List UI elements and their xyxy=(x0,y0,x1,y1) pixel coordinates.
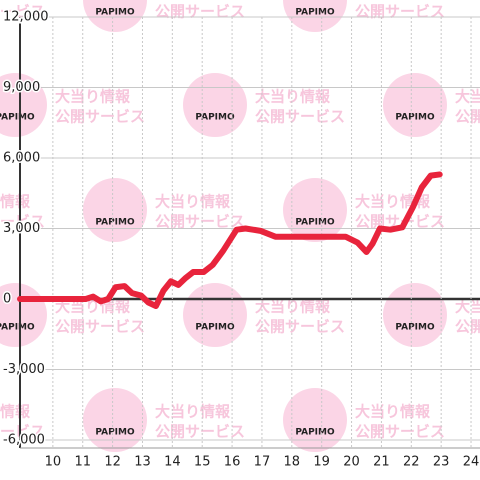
x-tick-label: 13 xyxy=(134,455,151,470)
y-tick-label: 12,000 xyxy=(3,10,49,25)
x-tick-label: 11 xyxy=(74,455,91,470)
watermark-text: 公開サービス xyxy=(255,318,345,336)
watermark-brand: PAPIMO xyxy=(395,113,435,123)
watermark-brand: PAPIMO xyxy=(195,323,235,333)
x-tick-label: 21 xyxy=(373,455,390,470)
labels: -6,000 -3,000 0 3,000 6,000 9,000 12,000 10 11 12… xyxy=(2,8,480,470)
watermark-text: 大当り情報 xyxy=(55,88,131,106)
watermark-text: 大当り情報 xyxy=(355,0,431,1)
watermark-brand: PAPIMO xyxy=(95,8,135,18)
watermarks: PAPIMO大当り情報公開サービスPAPIMO大当り情報公開サービスPAPIMO… xyxy=(0,0,480,452)
watermark-brand: PAPIMO xyxy=(195,113,235,123)
watermark-logo xyxy=(83,388,147,452)
watermark-text: 大当り情報 xyxy=(0,193,31,211)
x-tick-label: 16 xyxy=(224,455,241,470)
x-tick-label: 14 xyxy=(164,455,181,470)
watermark-text: 公開サービス xyxy=(155,213,245,231)
watermark-text: 大当り情報 xyxy=(0,403,31,421)
watermark-text: 公開サービス xyxy=(155,3,245,21)
watermark-logo xyxy=(283,388,347,452)
watermark-text: 大当り情報 xyxy=(155,403,231,421)
watermark-logo xyxy=(283,178,347,242)
watermark-logo xyxy=(0,73,47,137)
watermark-text: 公開サービス xyxy=(455,318,480,336)
watermark-logo xyxy=(183,283,247,347)
plot xyxy=(17,171,443,310)
watermark-text: 公開サービス xyxy=(355,213,445,231)
watermark-logo xyxy=(83,178,147,242)
x-tick-label: 20 xyxy=(343,455,360,470)
watermark-brand: PAPIMO xyxy=(295,218,335,228)
watermark-text: 公開サービス xyxy=(55,108,145,126)
watermark-brand: PAPIMO xyxy=(395,323,435,333)
watermark-logo xyxy=(383,73,447,137)
y-tick-label: -6,000 xyxy=(3,433,45,448)
watermark-brand: PAPIMO xyxy=(0,323,35,333)
watermark-text: 公開サービス xyxy=(255,108,345,126)
watermark-text: 公開サービス xyxy=(0,213,45,231)
watermark-text: 大当り情報 xyxy=(155,193,231,211)
watermark-text: 大当り情報 xyxy=(355,403,431,421)
watermark-text: 大当り情報 xyxy=(455,88,480,106)
y-tick-label: -3,000 xyxy=(3,362,45,377)
watermark-text: 公開サービス xyxy=(0,423,45,441)
x-tick-label: 19 xyxy=(313,455,330,470)
watermark-brand: PAPIMO xyxy=(295,428,335,438)
x-tick-label: 18 xyxy=(284,455,301,470)
watermark-logo xyxy=(83,0,147,32)
y-tick-label: 9,000 xyxy=(3,80,40,95)
x-tick-label: 23 xyxy=(433,455,450,470)
y-tick-label: 6,000 xyxy=(3,151,40,166)
watermark-text: 大当り情報 xyxy=(255,88,331,106)
x-tick-label: 24 xyxy=(463,455,480,470)
watermark-logo xyxy=(383,283,447,347)
x-tick-label: 15 xyxy=(194,455,211,470)
x-tick-label: 12 xyxy=(104,455,121,470)
watermark-text: 公開サービス xyxy=(55,318,145,336)
watermark-text: 大当り情報 xyxy=(155,0,231,1)
watermark-brand: PAPIMO xyxy=(0,113,35,123)
watermark-brand: PAPIMO xyxy=(295,8,335,18)
watermark-logo xyxy=(283,0,347,32)
watermark-text: 公開サービス xyxy=(455,108,480,126)
y-tick-label: 0 xyxy=(3,292,11,307)
watermark-text: 大当り情報 xyxy=(0,0,31,1)
watermark-text: 公開サービス xyxy=(355,423,445,441)
watermark-text: 公開サービス xyxy=(155,423,245,441)
watermark-logo xyxy=(183,73,247,137)
x-tick-label: 22 xyxy=(403,455,420,470)
watermark-brand: PAPIMO xyxy=(95,218,135,228)
watermark-brand: PAPIMO xyxy=(95,428,135,438)
watermark-text: 大当り情報 xyxy=(455,298,480,316)
x-tick-label: 17 xyxy=(254,455,271,470)
line xyxy=(17,171,443,310)
watermark-text: 公開サービス xyxy=(355,3,445,21)
y-tick-label: 3,000 xyxy=(3,221,40,236)
watermark-text: 大当り情報 xyxy=(255,298,331,316)
watermark-text: 公開サービス xyxy=(0,3,45,21)
x-tick-label: 10 xyxy=(45,455,62,470)
